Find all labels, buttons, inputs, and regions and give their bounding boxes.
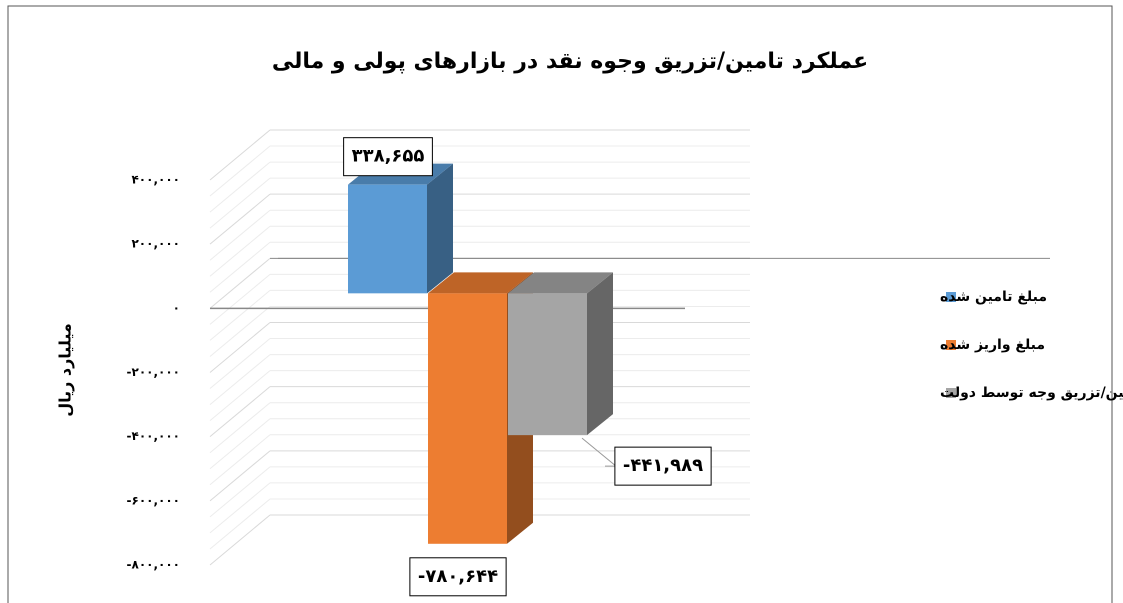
bar-side [427,163,453,294]
minor-grid-line [209,354,271,405]
grid-line [209,129,271,181]
bar-top [428,272,533,294]
minor-grid-line [209,145,271,197]
legend-label: مبلغ واریز شده [940,337,1045,353]
data-label: -۷۸۰,۶۴۴ [418,566,498,587]
minor-grid-line [209,241,271,293]
bar [508,293,587,436]
bar-top [508,272,613,294]
y-axis-label: میلیارد ریال [56,323,75,417]
minor-grid-line [209,402,271,454]
minor-grid-line [209,273,271,325]
y-tick-label: ۴۰۰,۰۰۰ [131,173,180,187]
grid-line [209,257,271,309]
data-label-box [409,557,507,597]
minor-grid-line [209,482,271,534]
grid-line [209,514,271,566]
legend-label: خالص تامین/تزریق وجه توسط دولت [940,385,1123,401]
minor-grid-line [209,434,271,486]
legend-swatch [946,340,956,350]
grid-line [209,193,271,245]
y-tick-label: -۶۰۰,۰۰۰ [127,493,180,507]
minor-grid-line [209,418,271,470]
legend-swatch [946,292,956,302]
minor-grid-line [209,209,271,261]
bar [348,184,427,294]
y-tick-label: -۴۰۰,۰۰۰ [127,429,180,443]
data-label-box [343,137,433,177]
chart-title: عملکرد تامین/تزریق وجوه نقد در بازارهای … [272,49,868,74]
legend-swatch [946,388,956,398]
minor-grid-line [209,466,271,518]
minor-grid-line [209,370,271,422]
bar [428,293,507,544]
minor-grid-line [209,161,271,213]
grid-line [209,450,271,502]
grid-line [209,322,271,373]
minor-grid-line [209,498,271,550]
y-tick-label: ۲۰۰,۰۰۰ [131,237,180,251]
data-label: -۴۴۱,۹۸۹ [623,455,703,476]
minor-grid-line [209,177,271,229]
legend-label: مبلغ تامین شده [940,289,1047,305]
minor-grid-line [209,290,271,341]
y-tick-label: -۸۰۰,۰۰۰ [127,558,180,572]
data-label-box [614,446,712,486]
bar-side [587,272,613,436]
minor-grid-line [209,225,271,277]
minor-grid-line [209,306,271,357]
y-tick-label: ۰ [173,301,180,315]
y-tick-label: -۲۰۰,۰۰۰ [127,365,180,379]
minor-grid-line [209,338,271,389]
data-label: ۳۳۸,۶۵۵ [352,146,425,167]
grid-line [209,386,271,438]
